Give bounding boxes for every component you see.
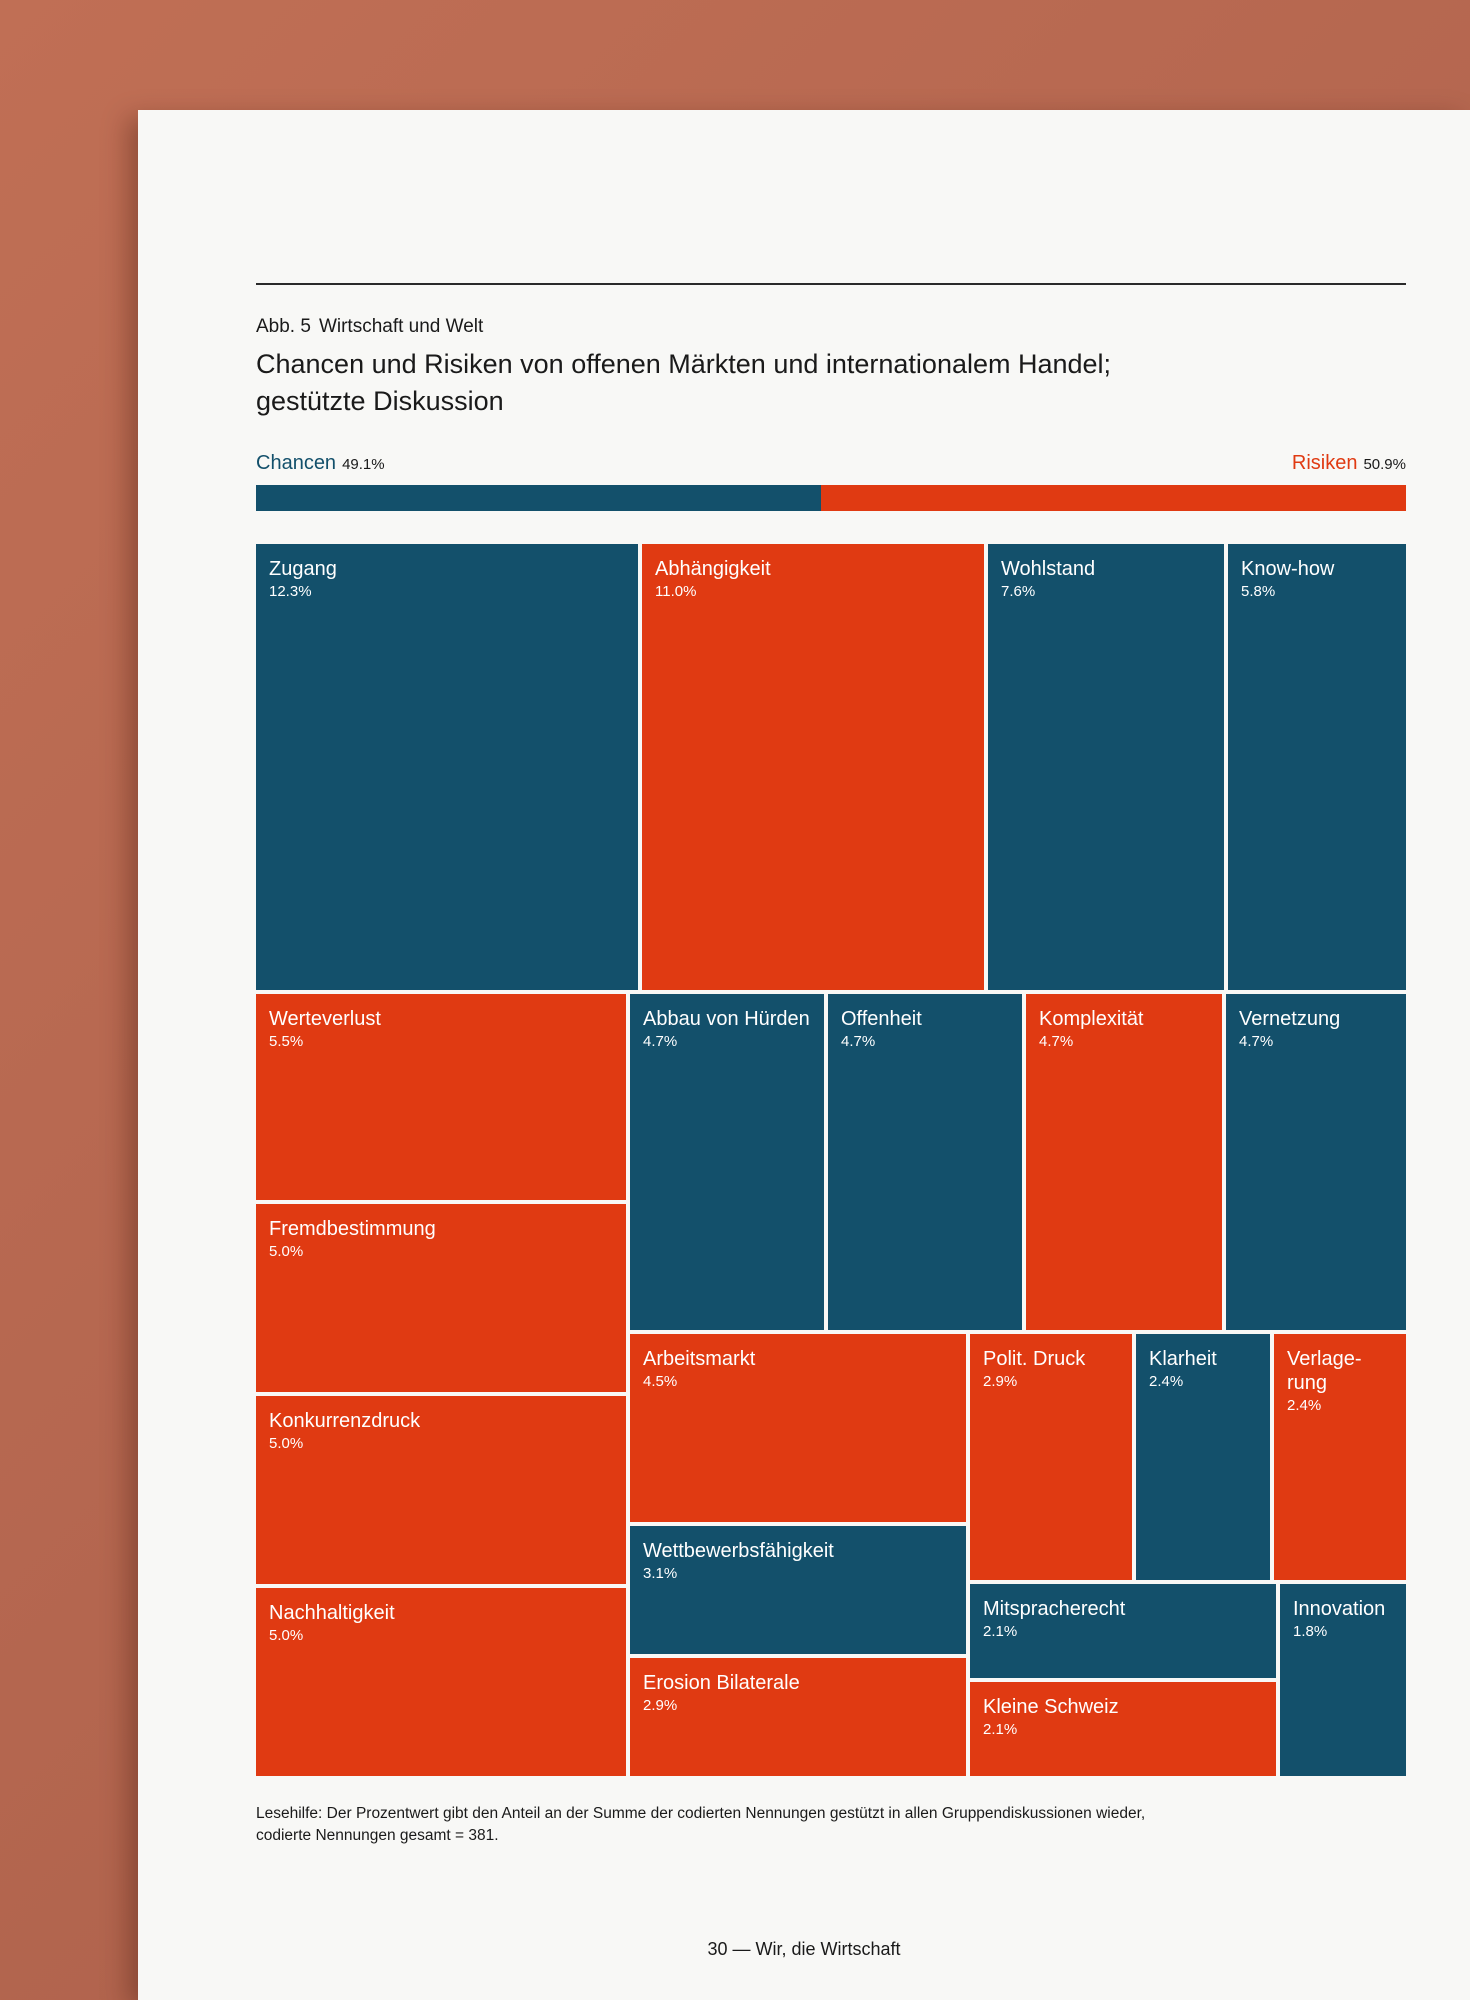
treemap-cell-label: Vernetzung bbox=[1239, 1008, 1341, 1030]
treemap-chart: Zugang 12.3% Abhängigkeit 11.0% Wohlstand 7.6… bbox=[256, 544, 1406, 1776]
chancen-share-value: 49.1% bbox=[342, 456, 385, 473]
treemap-cell-value: 2.4% bbox=[1149, 1373, 1184, 1390]
treemap-cell-value: 4.5% bbox=[643, 1373, 678, 1390]
chancen-label: Chancen bbox=[256, 452, 337, 474]
top-rule bbox=[256, 283, 1406, 285]
treemap-cell-label: Nachhaltigkeit bbox=[269, 1602, 395, 1624]
treemap-cell-know-how: Know-how 5.8% bbox=[1228, 544, 1406, 990]
treemap-cell-wettbewerbsfaehigkeit: Wettbewerbsfähigkeit 3.1% bbox=[630, 1526, 966, 1654]
treemap-cell-label: Klarheit bbox=[1149, 1348, 1217, 1370]
treemap-cell-kleine-schweiz: Kleine Schweiz 2.1% bbox=[970, 1682, 1276, 1776]
risiken-label: Risiken bbox=[1291, 452, 1358, 474]
treemap-cell-label: Werteverlust bbox=[269, 1008, 381, 1030]
treemap-cell-label: Innovation bbox=[1293, 1598, 1386, 1620]
treemap-cell-abbau-von-huerden: Abbau von Hürden 4.7% bbox=[630, 994, 824, 1330]
treemap-cell-value: 7.6% bbox=[1001, 583, 1036, 600]
treemap-cell-value: 2.9% bbox=[983, 1373, 1018, 1390]
treemap-cell-innovation: Innovation 1.8% bbox=[1280, 1584, 1406, 1776]
treemap-cell-erosion-bilaterale: Erosion Bilaterale 2.9% bbox=[630, 1658, 966, 1776]
treemap-cell-value: 3.1% bbox=[643, 1565, 678, 1582]
treemap-cell-value: 2.1% bbox=[983, 1721, 1018, 1738]
treemap-cell-value: 5.0% bbox=[269, 1627, 304, 1644]
treemap-cell-value: 4.7% bbox=[1039, 1033, 1074, 1050]
reading-note-line-1: Lesehilfe: Der Prozentwert gibt den Ante… bbox=[256, 1805, 1146, 1822]
treemap-cell-abhaengigkeit: Abhängigkeit 11.0% bbox=[642, 544, 984, 990]
treemap-cell-label: Erosion Bilaterale bbox=[643, 1672, 800, 1694]
treemap-cell-label: Komplexität bbox=[1039, 1008, 1144, 1030]
treemap-cell-verlage-rung: Verlage-rung 2.4% bbox=[1274, 1334, 1406, 1580]
risiken-share-value: 50.9% bbox=[1363, 456, 1406, 473]
treemap-cell-value: 2.4% bbox=[1287, 1397, 1322, 1414]
treemap-cell-vernetzung: Vernetzung 4.7% bbox=[1226, 994, 1406, 1330]
treemap-cell-label: Wohlstand bbox=[1001, 558, 1096, 580]
treemap-cell-value: 5.8% bbox=[1241, 583, 1276, 600]
treemap-cell-value: 4.7% bbox=[1239, 1033, 1274, 1050]
treemap-cell-label: Polit. Druck bbox=[983, 1348, 1086, 1370]
treemap-cell-label: Mitspracherecht bbox=[983, 1598, 1126, 1620]
chart-title-line-1: Chancen und Risiken von offenen Märkten … bbox=[256, 349, 1112, 379]
treemap-cell-zugang: Zugang 12.3% bbox=[256, 544, 638, 990]
treemap-cell-label: Verlage-rung bbox=[1287, 1348, 1362, 1394]
risiken-share-label: Risiken 50.9% bbox=[1292, 452, 1406, 475]
treemap-cell-label: Zugang bbox=[269, 558, 337, 580]
treemap-cell-value: 5.0% bbox=[269, 1435, 304, 1452]
treemap-cell-fremdbestimmung: Fremdbestimmung 5.0% bbox=[256, 1204, 626, 1392]
treemap-cell-label: Abhängigkeit bbox=[655, 558, 771, 580]
figure-label: Abb. 5 Wirtschaft und Welt bbox=[256, 316, 483, 338]
share-bar-risiken bbox=[820, 485, 1406, 511]
treemap-cell-wohlstand: Wohlstand 7.6% bbox=[988, 544, 1224, 990]
treemap-cell-label: Know-how bbox=[1241, 558, 1335, 580]
share-bar-chancen bbox=[256, 485, 821, 511]
treemap-cell-value: 12.3% bbox=[269, 583, 312, 600]
treemap-cell-value: 4.7% bbox=[643, 1033, 678, 1050]
treemap-cell-klarheit: Klarheit 2.4% bbox=[1136, 1334, 1270, 1580]
treemap-cell-arbeitsmarkt: Arbeitsmarkt 4.5% bbox=[630, 1334, 966, 1522]
treemap-cell-label: Abbau von Hürden bbox=[643, 1008, 810, 1030]
treemap-cell-label: Kleine Schweiz bbox=[983, 1696, 1119, 1718]
figure-topic: Wirtschaft und Welt bbox=[318, 316, 484, 337]
treemap-cell-value: 11.0% bbox=[655, 583, 697, 600]
treemap-cell-komplexitaet: Komplexität 4.7% bbox=[1026, 994, 1222, 1330]
treemap-cell-offenheit: Offenheit 4.7% bbox=[828, 994, 1022, 1330]
treemap-cell-value: 2.9% bbox=[643, 1697, 678, 1714]
figure-number: Abb. 5 bbox=[256, 316, 311, 337]
treemap-cell-value: 5.5% bbox=[269, 1033, 304, 1050]
treemap-cell-label: Konkurrenzdruck bbox=[269, 1410, 421, 1432]
treemap-cell-mitspracherecht: Mitspracherecht 2.1% bbox=[970, 1584, 1276, 1678]
treemap-cell-polit-druck: Polit. Druck 2.9% bbox=[970, 1334, 1132, 1580]
treemap-cell-value: 5.0% bbox=[269, 1243, 304, 1260]
treemap-cell-value: 4.7% bbox=[841, 1033, 876, 1050]
chancen-share-label: Chancen 49.1% bbox=[256, 452, 385, 475]
treemap-cell-nachhaltigkeit: Nachhaltigkeit 5.0% bbox=[256, 1588, 626, 1776]
treemap-cell-label: Fremdbestimmung bbox=[269, 1218, 436, 1240]
treemap-cell-konkurrenzdruck: Konkurrenzdruck 5.0% bbox=[256, 1396, 626, 1584]
treemap-cell-label: Offenheit bbox=[841, 1008, 922, 1030]
treemap-cell-werteverlust: Werteverlust 5.5% bbox=[256, 994, 626, 1200]
treemap-cell-label: Wettbewerbsfähigkeit bbox=[643, 1540, 834, 1562]
reading-note: Lesehilfe: Der Prozentwert gibt den Ante… bbox=[256, 1803, 1416, 1847]
treemap-cell-value: 1.8% bbox=[1293, 1623, 1328, 1640]
chart-title: Chancen und Risiken von offenen Märkten … bbox=[256, 346, 1406, 420]
page-footer: 30 — Wir, die Wirtschaft bbox=[707, 1939, 901, 1959]
share-bar bbox=[256, 485, 1406, 511]
treemap-cell-label: Arbeitsmarkt bbox=[643, 1348, 756, 1370]
treemap-cell-value: 2.1% bbox=[983, 1623, 1018, 1640]
reading-note-line-2: codierte Nennungen gesamt = 381. bbox=[256, 1827, 499, 1844]
report-page: Abb. 5 Wirtschaft und Welt Chancen und Ri… bbox=[138, 110, 1470, 2000]
chart-title-line-2: gestützte Diskussion bbox=[256, 386, 504, 416]
